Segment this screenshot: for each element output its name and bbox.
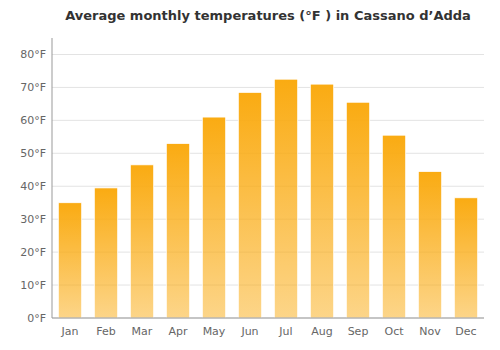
bar <box>94 188 117 318</box>
x-tick-label: Apr <box>168 325 188 338</box>
chart-svg: Average monthly temperatures (°F ) in Ca… <box>0 0 500 350</box>
y-tick-label: 40°F <box>20 180 46 193</box>
bar <box>130 165 153 318</box>
chart-title: Average monthly temperatures (°F ) in Ca… <box>65 8 471 23</box>
bar <box>274 79 297 318</box>
bar <box>166 143 189 318</box>
bar <box>238 92 261 318</box>
x-axis-line <box>52 318 484 319</box>
x-tick-label: Jun <box>240 325 258 338</box>
y-tick-label: 50°F <box>20 147 46 160</box>
bar <box>310 84 333 318</box>
y-tick-label: 20°F <box>20 246 46 259</box>
y-tick-label: 10°F <box>20 279 46 292</box>
y-tick-label: 60°F <box>20 114 46 127</box>
x-tick-label: Jan <box>61 325 79 338</box>
y-tick-label: 30°F <box>20 213 46 226</box>
x-tick-label: Mar <box>132 325 153 338</box>
x-tick-label: Aug <box>311 325 332 338</box>
grid-line <box>52 87 484 88</box>
y-tick-label: 0°F <box>27 312 46 325</box>
bar <box>418 171 441 318</box>
grid <box>52 54 484 318</box>
y-axis-line <box>52 38 53 318</box>
bar <box>382 135 405 318</box>
bar <box>202 117 225 318</box>
grid-line <box>52 153 484 154</box>
bars <box>58 79 477 318</box>
x-tick-label: Feb <box>96 325 115 338</box>
bar <box>346 102 369 318</box>
y-tick-label: 80°F <box>20 48 46 61</box>
bar <box>58 203 81 318</box>
x-tick-label: Jul <box>278 325 292 338</box>
x-tick-label: Dec <box>455 325 476 338</box>
y-tick-label: 70°F <box>20 81 46 94</box>
grid-line <box>52 54 484 55</box>
grid-line <box>52 120 484 121</box>
x-tick-label: Nov <box>419 325 441 338</box>
x-tick-label: May <box>203 325 226 338</box>
x-tick-label: Oct <box>384 325 404 338</box>
grid-line <box>52 318 484 319</box>
x-tick-label: Sep <box>348 325 369 338</box>
bar <box>454 198 477 318</box>
chart-container: Average monthly temperatures (°F ) in Ca… <box>0 0 500 350</box>
